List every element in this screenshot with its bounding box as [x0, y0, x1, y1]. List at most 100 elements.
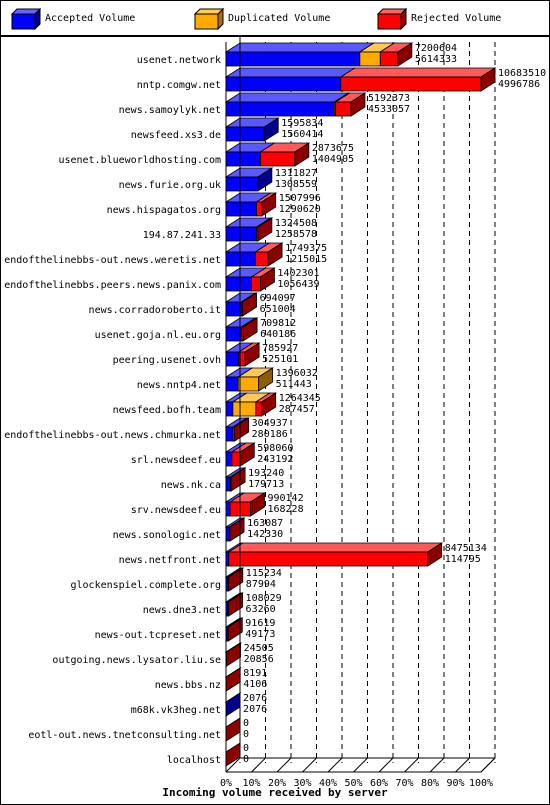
- legend: Accepted Volume Duplicated Volume Reject…: [0, 0, 550, 36]
- value-label-total: 91619: [245, 618, 275, 629]
- category-label: srl.newsdeef.eu: [131, 455, 221, 466]
- grid-floor-line: [327, 757, 343, 773]
- category-label: glockenspiel.complete.org: [70, 580, 221, 591]
- category-label: news.corradoroberto.it: [89, 305, 221, 316]
- grid-floor-line: [251, 757, 266, 773]
- grid-floor-line: [404, 757, 419, 773]
- value-label-accepted: 280186: [252, 429, 288, 440]
- bar-side: [267, 242, 283, 267]
- value-label-total: 304937: [252, 418, 288, 429]
- bar-side: [257, 167, 273, 192]
- value-label-accepted: 1056439: [277, 279, 319, 290]
- grid-floor-line: [378, 757, 394, 773]
- x-axis: 0% 10% 20% 30% 40% 50% 60% 70% 80% 90% 100%: [220, 37, 496, 789]
- bar-side: [225, 742, 241, 767]
- value-label-total: 709812: [260, 318, 296, 329]
- value-label-accepted: 4106: [243, 679, 267, 690]
- bar-segment-0: [225, 226, 258, 242]
- bar-segment-0: [225, 301, 242, 317]
- value-label-accepted: 4996786: [498, 79, 540, 90]
- category-label: eotl-out.news.tnetconsulting.net: [28, 730, 221, 741]
- value-label-total: 1595834: [281, 118, 323, 129]
- category-label: news.bbs.nz: [155, 680, 221, 691]
- bar-segment-0: [225, 326, 242, 342]
- value-label-total: 1311827: [275, 168, 317, 179]
- value-label-total: 7200604: [415, 43, 457, 54]
- legend-label-rejected: Rejected Volume: [411, 13, 502, 24]
- category-label: 194.87.241.33: [143, 230, 221, 241]
- x-tick-label: 80%: [421, 778, 439, 789]
- value-label-accepted: 179713: [248, 479, 284, 490]
- value-label-accepted: 2076: [243, 704, 267, 715]
- value-label-total: 1396032: [276, 368, 318, 379]
- bar-side: [258, 367, 274, 392]
- bar-side: [242, 292, 257, 317]
- category-label: news.sonologic.net: [113, 530, 221, 541]
- value-label-accepted: 5614333: [415, 54, 457, 65]
- value-label-total: 115234: [246, 568, 282, 579]
- bar-segment-0: [225, 476, 231, 492]
- legend-swatch-accepted: [11, 8, 41, 30]
- value-label-accepted: 1560414: [281, 129, 323, 140]
- bar-segment-0: [225, 76, 342, 92]
- value-label-accepted: 511443: [276, 379, 312, 390]
- bar-segment-0: [225, 126, 265, 142]
- value-label-total: 598060: [257, 443, 293, 454]
- bar-top-0: [224, 42, 376, 53]
- value-label-total: 10683510: [498, 68, 546, 79]
- x-tick-label: 40%: [319, 778, 337, 789]
- value-label-accepted: 49173: [245, 629, 275, 640]
- value-label-accepted: 168228: [267, 504, 303, 515]
- bar-side: [225, 692, 241, 717]
- bar-segment-2: [251, 276, 261, 292]
- bar-side: [228, 567, 244, 592]
- value-label-total: 1402301: [277, 268, 319, 279]
- legend-swatch-duplicated: [194, 8, 224, 30]
- bar-segment-0: [225, 251, 256, 267]
- bar-segment-0: [225, 501, 231, 517]
- value-label-total: 2076: [243, 693, 267, 704]
- bar-side: [225, 717, 241, 742]
- bar-segment-2: [256, 201, 263, 217]
- bar-side: [397, 42, 413, 67]
- bar-side: [260, 267, 275, 292]
- category-label: usenet.goja.nl.eu.org: [95, 330, 221, 341]
- value-label-accepted: 114795: [445, 554, 481, 565]
- value-label-accepted: 1258578: [275, 229, 317, 240]
- value-label-total: 193240: [248, 468, 284, 479]
- value-label-accepted: 63260: [246, 604, 276, 615]
- x-tick-label: 20%: [268, 778, 286, 789]
- category-label: newsfeed.xs3.de: [131, 130, 221, 141]
- bar-segment-2: [254, 251, 269, 267]
- bar-segment-1: [232, 401, 257, 417]
- value-label-total: 108029: [246, 593, 282, 604]
- bar-segment-0: [225, 401, 234, 417]
- bar-segment-2: [335, 101, 352, 117]
- grid-floor-line: [353, 757, 368, 773]
- x-tick-label: 100%: [469, 778, 493, 789]
- bar-side: [225, 667, 241, 692]
- value-label-total: 0: [243, 718, 249, 729]
- bar-segment-0: [225, 451, 233, 467]
- category-label: news.samoylyk.net: [119, 105, 221, 116]
- category-label: localhost: [167, 755, 221, 766]
- bar-segment-0: [225, 351, 240, 367]
- value-label-total: 694097: [260, 293, 296, 304]
- value-label-accepted: 0: [243, 729, 249, 740]
- bar-segment-0: [225, 276, 252, 292]
- value-label-total: 24505: [244, 643, 274, 654]
- bar-side: [261, 392, 277, 417]
- value-label-accepted: 1308559: [275, 179, 317, 190]
- x-axis-corner-line: [480, 757, 496, 773]
- value-label-accepted: 0: [243, 754, 249, 765]
- value-label-total: 8191: [243, 668, 267, 679]
- bar-top-2: [227, 542, 444, 553]
- value-label-accepted: 4533057: [368, 104, 410, 115]
- x-axis-title: Incoming volume received by server: [162, 786, 388, 799]
- bar-side: [234, 417, 250, 442]
- bar-side: [257, 217, 273, 242]
- value-label-accepted: 243192: [257, 454, 293, 465]
- bar-segment-2: [231, 451, 241, 467]
- x-tick-label: 10%: [242, 778, 260, 789]
